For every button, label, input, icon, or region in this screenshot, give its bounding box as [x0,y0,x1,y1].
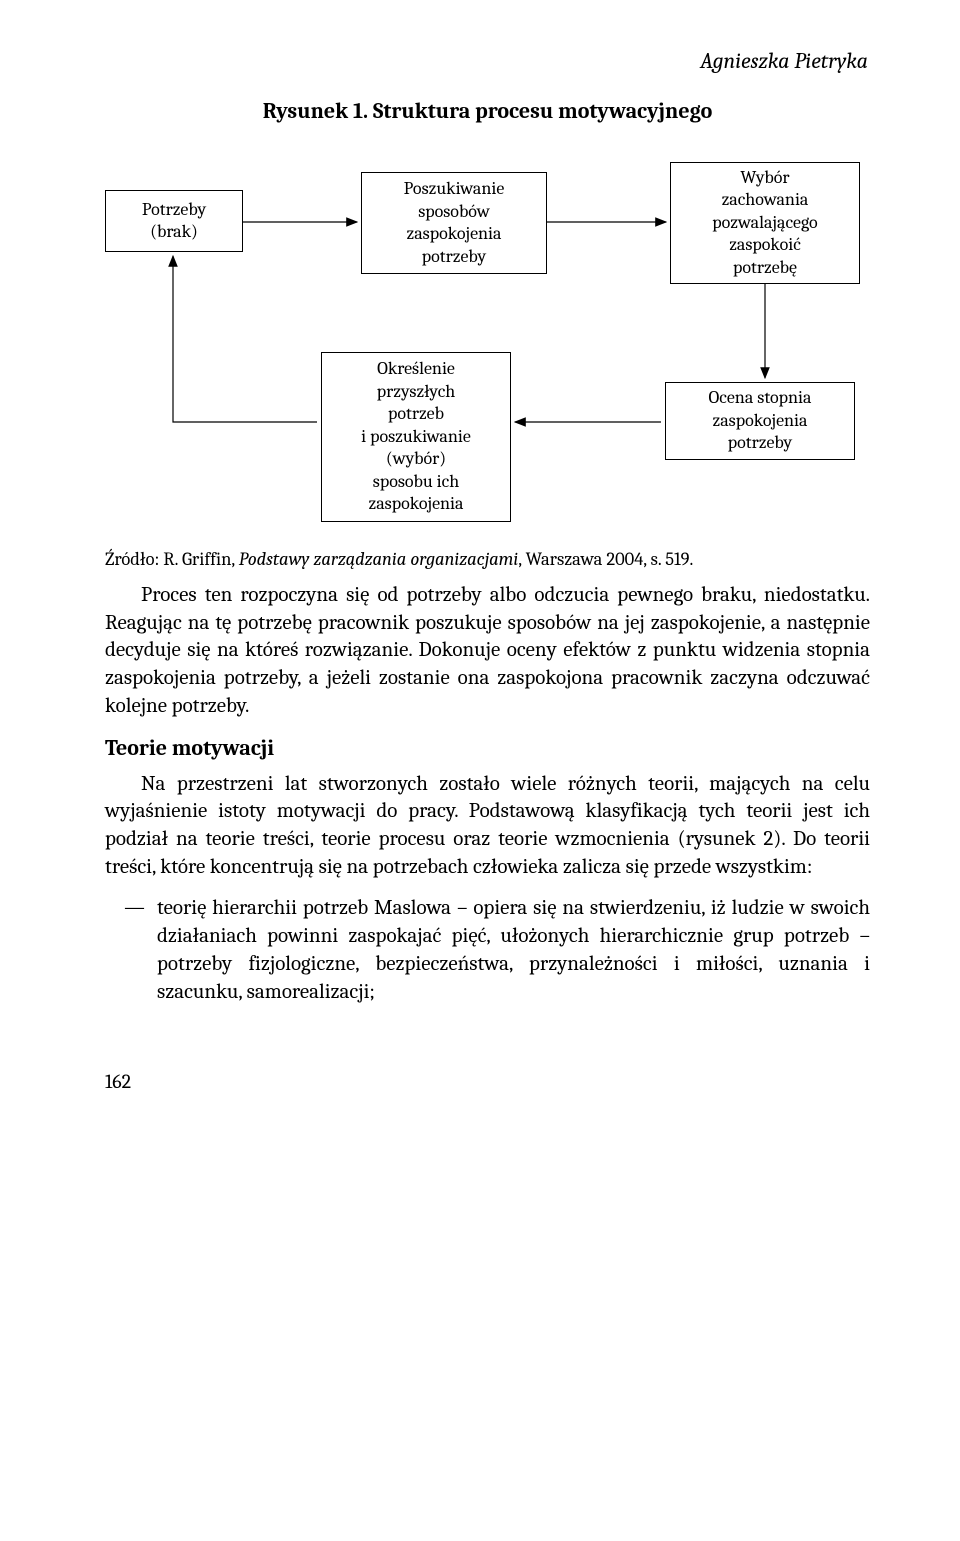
flow-box-choice: Wybór zachowania pozwalającego zaspokoić… [670,162,860,284]
flow-box-label: Poszukiwanie sposobów zaspokojenia potrz… [404,178,505,268]
paragraph-1: Proces ten rozpoczyna się od potrzeby al… [105,582,870,721]
flow-box-label: Potrzeby (brak) [142,199,206,244]
flow-box-search: Poszukiwanie sposobów zaspokojenia potrz… [361,172,547,274]
flowchart-diagram: Potrzeby (brak) Poszukiwanie sposobów za… [105,142,870,542]
author-header: Agnieszka Pietryka [105,48,870,74]
caption-suffix: , Warszawa 2004, s. 519. [518,548,693,570]
section-heading: Teorie motywacji [105,735,870,761]
flow-box-evaluation: Ocena stopnia zaspokojenia potrzeby [665,382,855,460]
list-dash-icon: — [105,895,157,1006]
flow-box-label: Ocena stopnia zaspokojenia potrzeby [709,387,812,455]
list-item: — teorię hierarchii potrzeb Maslowa – op… [105,895,870,1006]
list-item-text: teorię hierarchii potrzeb Maslowa – opie… [157,895,870,1006]
caption-italic: Podstawy zarządzania organizacjami [239,548,519,570]
figure-caption: Źródło: R. Griffin, Podstawy zarządzania… [105,548,870,570]
page-number: 162 [105,1070,870,1093]
flow-box-label: Wybór zachowania pozwalającego zaspokoić… [712,167,817,280]
caption-prefix: Źródło: R. Griffin, [105,548,239,570]
flow-box-needs: Potrzeby (brak) [105,190,243,252]
paragraph-2: Na przestrzeni lat stworzonych zostało w… [105,771,870,882]
bullet-list: — teorię hierarchii potrzeb Maslowa – op… [105,895,870,1006]
flow-box-future: Określenie przyszłych potrzeb i poszukiw… [321,352,511,522]
flow-box-label: Określenie przyszłych potrzeb i poszukiw… [361,358,471,516]
figure-title: Rysunek 1. Struktura procesu motywacyjne… [105,98,870,124]
